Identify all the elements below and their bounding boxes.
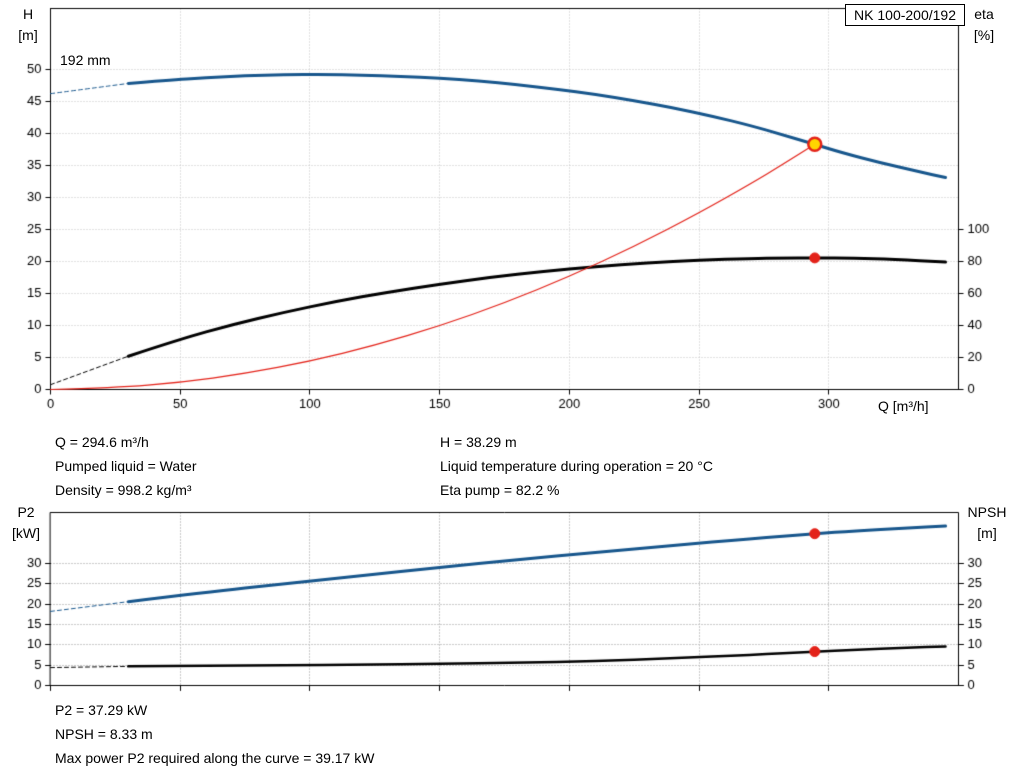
operating-point-info-left: Q = 294.6 m³/h Pumped liquid = Water Den… [55, 430, 197, 502]
npsh-axis-title-line2: [m] [977, 525, 997, 541]
power-npsh-info: P2 = 37.29 kW NPSH = 8.33 m Max power P2… [55, 698, 374, 770]
eta-axis-title-line1: eta [974, 6, 994, 22]
h-axis-title-line2: [m] [18, 27, 38, 43]
liquid-temperature-value: Liquid temperature during operation = 20… [440, 458, 713, 474]
density-value: Density = 998.2 kg/m³ [55, 482, 192, 498]
p2-axis-title: P2 [kW] [4, 502, 48, 544]
p2-value: P2 = 37.29 kW [55, 702, 148, 718]
p2-axis-title-line2: [kW] [12, 525, 40, 541]
npsh-axis-title: NPSH [m] [958, 502, 1016, 544]
h-axis-title: H [m] [10, 4, 46, 46]
max-power-value: Max power P2 required along the curve = … [55, 750, 375, 766]
flow-value: Q = 294.6 m³/h [55, 434, 149, 450]
p2-axis-title-line1: P2 [17, 504, 35, 520]
pumped-liquid-value: Pumped liquid = Water [55, 458, 197, 474]
q-axis-title: Q [m³/h] [878, 398, 929, 414]
pump-model-box: NK 100-200/192 [845, 4, 965, 26]
eta-axis-title-line2: [%] [973, 27, 995, 43]
impeller-diameter-label: 192 mm [60, 52, 111, 68]
h-axis-title-line1: H [22, 6, 34, 22]
head-value: H = 38.29 m [440, 434, 517, 450]
eta-axis-title: eta [%] [962, 4, 1006, 46]
npsh-value: NPSH = 8.33 m [55, 726, 153, 742]
eta-pump-value: Eta pump = 82.2 % [440, 482, 560, 498]
operating-point-info-right: H = 38.29 m Liquid temperature during op… [440, 430, 713, 502]
npsh-axis-title-line1: NPSH [967, 504, 1007, 520]
